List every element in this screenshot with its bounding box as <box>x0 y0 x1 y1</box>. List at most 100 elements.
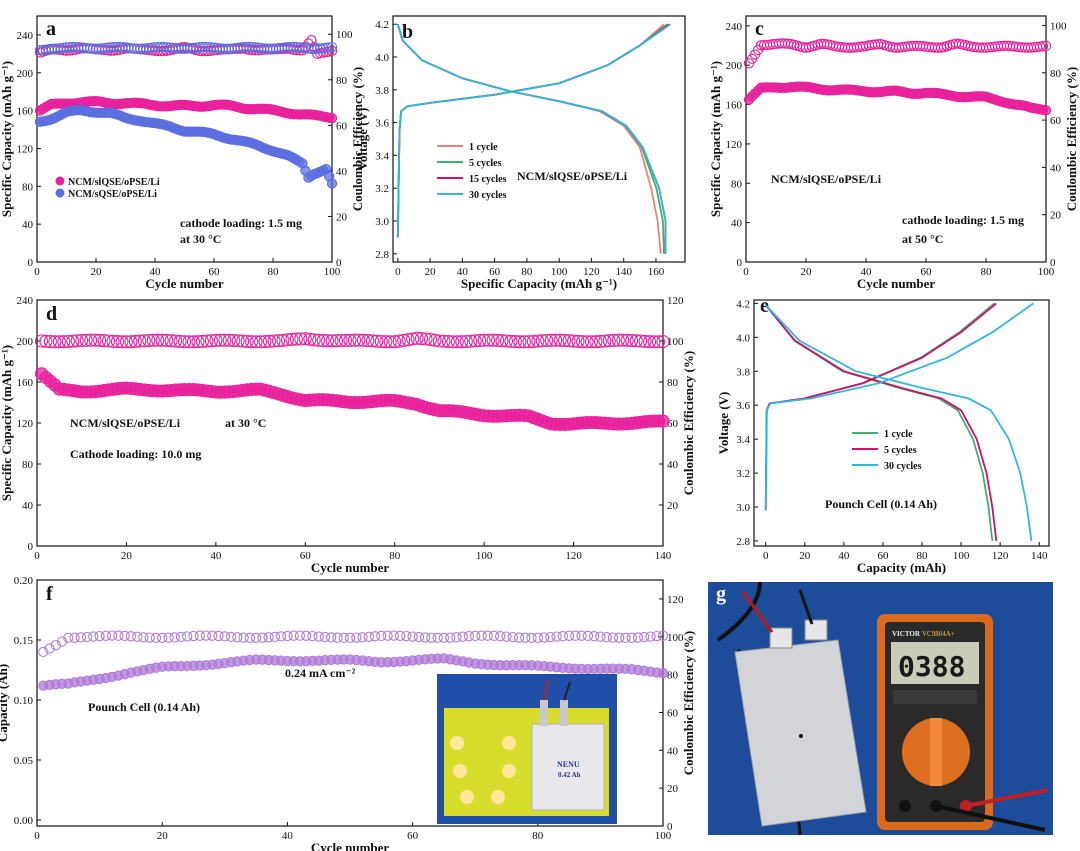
panel-e: 0 20 40 60 80 100 120 140 2.8 3.0 3.2 3.4 3.6 3.8 4.0 4… <box>716 295 1050 575</box>
data-point <box>164 334 178 348</box>
x-axis-label: Capacity (mAh) <box>857 560 946 575</box>
annotation: cathode loading: 1.5 mg <box>180 216 302 230</box>
x-tick-label: 100 <box>655 830 672 842</box>
y-tick-label: 200 <box>726 60 743 72</box>
data-point <box>39 334 53 348</box>
y-tick-label: 3.0 <box>736 502 750 514</box>
data-point <box>1037 41 1049 52</box>
data-point <box>567 334 581 348</box>
annotation: at 50 °C <box>902 232 943 246</box>
x-tick-label: 140 <box>1031 550 1048 562</box>
x-tick-label: 0 <box>34 550 40 562</box>
data-point <box>151 333 165 347</box>
x-axis-label: Cycle number <box>857 276 936 291</box>
data-point <box>338 632 349 644</box>
y-tick-label: 0 <box>28 257 34 269</box>
x-tick-label: 80 <box>981 266 993 278</box>
y-tick-label: 3.8 <box>375 85 389 97</box>
data-point <box>294 332 308 346</box>
y-tick-label: 240 <box>726 21 743 33</box>
x-tick-label: 120 <box>583 266 600 278</box>
data-point <box>326 113 338 124</box>
data-point <box>113 630 124 641</box>
data-point <box>491 333 505 347</box>
y2-tick-label: 80 <box>667 377 679 389</box>
x-tick-label: 20 <box>425 266 437 278</box>
y-tick-label: 2.8 <box>375 249 389 261</box>
data-point <box>313 631 324 642</box>
multimeter-brand: VICTOR <box>892 630 921 638</box>
x-tick-label: 100 <box>953 550 970 562</box>
y-tick-label: 80 <box>22 181 34 193</box>
data-point <box>262 334 277 348</box>
annotation: cathode loading: 1.5 mg <box>902 213 1024 227</box>
y2-tick-label: 60 <box>667 707 679 719</box>
y2-tick-label: 100 <box>667 632 684 644</box>
data-point <box>570 630 581 641</box>
y-tick-label: 2.8 <box>736 536 750 548</box>
series-1 <box>34 367 670 431</box>
y-tick-label: 4.2 <box>375 19 389 31</box>
y-tick-label: 3.0 <box>375 216 389 228</box>
x-tick-label: 40 <box>150 266 162 278</box>
y-tick-label: 160 <box>17 377 34 389</box>
data-point <box>629 334 643 348</box>
data-point <box>249 335 263 349</box>
data-point <box>250 632 262 644</box>
data-point <box>394 630 406 641</box>
panel-b: 0 20 40 60 80 100 120 140 160 2.8 3.0 3.2 3.4 3.6 3.8 4… <box>355 15 686 291</box>
data-point <box>312 333 326 347</box>
data-point <box>392 334 406 348</box>
data-point <box>647 335 661 349</box>
data-point <box>169 334 183 348</box>
data-point <box>598 334 612 348</box>
charge-curve <box>764 302 995 511</box>
x-tick-label: 100 <box>476 550 493 562</box>
data-point <box>240 334 254 349</box>
plot-frame <box>753 299 1050 547</box>
data-point <box>132 631 143 642</box>
annotation: at 30 °C <box>180 232 221 246</box>
x-tick-label: 80 <box>389 550 401 562</box>
data-point <box>513 335 527 349</box>
data-point <box>50 640 61 651</box>
x-tick-label: 0 <box>763 550 769 562</box>
legend-marker <box>55 176 65 186</box>
data-point <box>432 632 443 644</box>
legend-label: 15 cycles <box>469 174 507 185</box>
data-point <box>81 631 93 643</box>
data-point <box>155 333 169 347</box>
data-point <box>507 631 518 643</box>
y-axis-label: Capacity (Ah) <box>0 664 10 742</box>
data-point <box>282 630 293 642</box>
data-point <box>97 334 111 348</box>
data-point <box>413 631 425 643</box>
x-tick-label: 60 <box>921 266 933 278</box>
data-point <box>325 334 339 348</box>
data-point <box>236 334 250 348</box>
data-point <box>48 335 62 349</box>
charge-curve <box>396 23 672 238</box>
data-point <box>657 668 669 679</box>
y-tick-label: 3.4 <box>736 434 750 446</box>
data-point <box>376 630 387 642</box>
series-2 <box>38 630 669 658</box>
series-2 <box>743 38 1052 69</box>
annotation: NCM/slQSE/oPSE/Li <box>771 172 882 186</box>
data-point <box>520 632 531 643</box>
data-point <box>651 335 666 349</box>
data-point <box>244 632 255 644</box>
legend-marker <box>55 188 65 198</box>
data-point <box>488 630 500 641</box>
data-point <box>119 630 130 642</box>
data-point <box>301 630 312 641</box>
data-point <box>269 631 281 643</box>
data-point <box>468 334 482 348</box>
data-point <box>57 335 71 349</box>
data-point <box>582 630 594 642</box>
data-point <box>288 630 299 641</box>
data-point <box>343 333 357 347</box>
data-point <box>326 632 337 643</box>
data-point <box>258 335 272 349</box>
data-point <box>267 334 281 348</box>
